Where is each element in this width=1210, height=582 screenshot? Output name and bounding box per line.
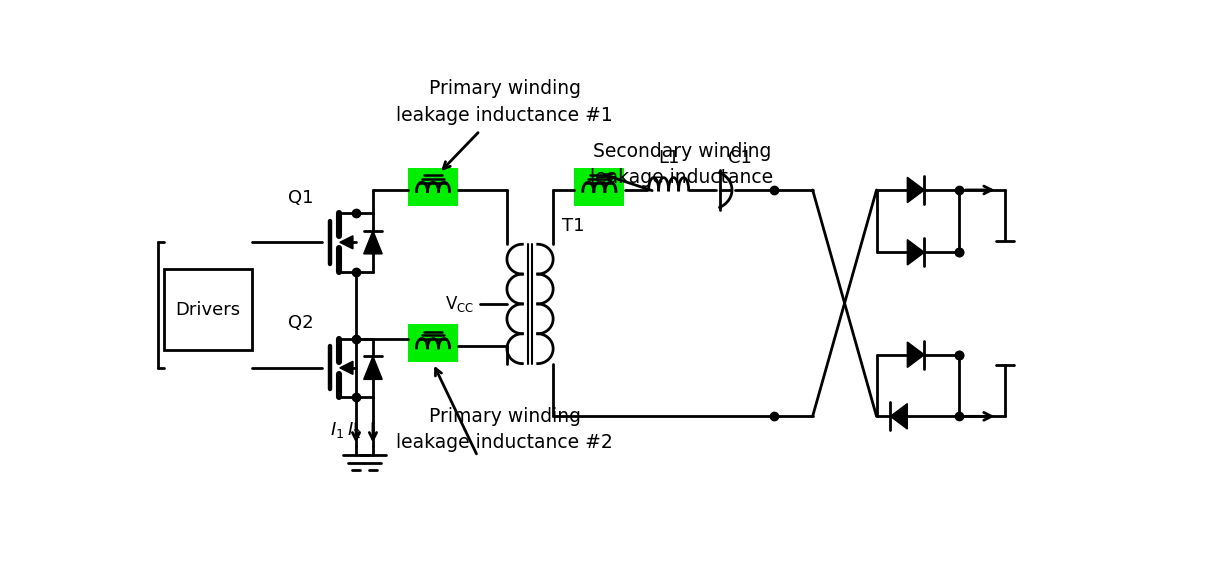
Polygon shape bbox=[340, 361, 353, 374]
Bar bbox=[408, 168, 459, 206]
Text: Primary winding: Primary winding bbox=[428, 79, 581, 98]
Bar bbox=[575, 168, 624, 206]
Polygon shape bbox=[891, 404, 908, 429]
Polygon shape bbox=[340, 236, 353, 249]
Polygon shape bbox=[364, 356, 382, 379]
Text: Drivers: Drivers bbox=[175, 301, 241, 319]
Text: T1: T1 bbox=[563, 217, 584, 235]
Text: Q1: Q1 bbox=[288, 189, 313, 207]
Text: V$_{\mathregular{CC}}$: V$_{\mathregular{CC}}$ bbox=[445, 294, 474, 314]
Polygon shape bbox=[908, 240, 924, 265]
Polygon shape bbox=[364, 231, 382, 254]
Text: Secondary winding: Secondary winding bbox=[593, 141, 771, 161]
Bar bbox=[408, 324, 459, 363]
Text: $I_2$: $I_2$ bbox=[347, 420, 362, 440]
Bar bbox=[163, 269, 252, 350]
Text: L1: L1 bbox=[658, 149, 679, 167]
Text: leakage inductance #1: leakage inductance #1 bbox=[396, 105, 613, 125]
Text: leakage inductance #2: leakage inductance #2 bbox=[396, 433, 613, 452]
Text: C1: C1 bbox=[727, 149, 751, 167]
Text: Primary winding: Primary winding bbox=[428, 407, 581, 425]
Text: leakage inductance: leakage inductance bbox=[590, 168, 773, 187]
Text: Q2: Q2 bbox=[288, 314, 313, 332]
Polygon shape bbox=[908, 342, 924, 367]
Text: $I_1$: $I_1$ bbox=[330, 420, 345, 440]
Polygon shape bbox=[908, 178, 924, 203]
